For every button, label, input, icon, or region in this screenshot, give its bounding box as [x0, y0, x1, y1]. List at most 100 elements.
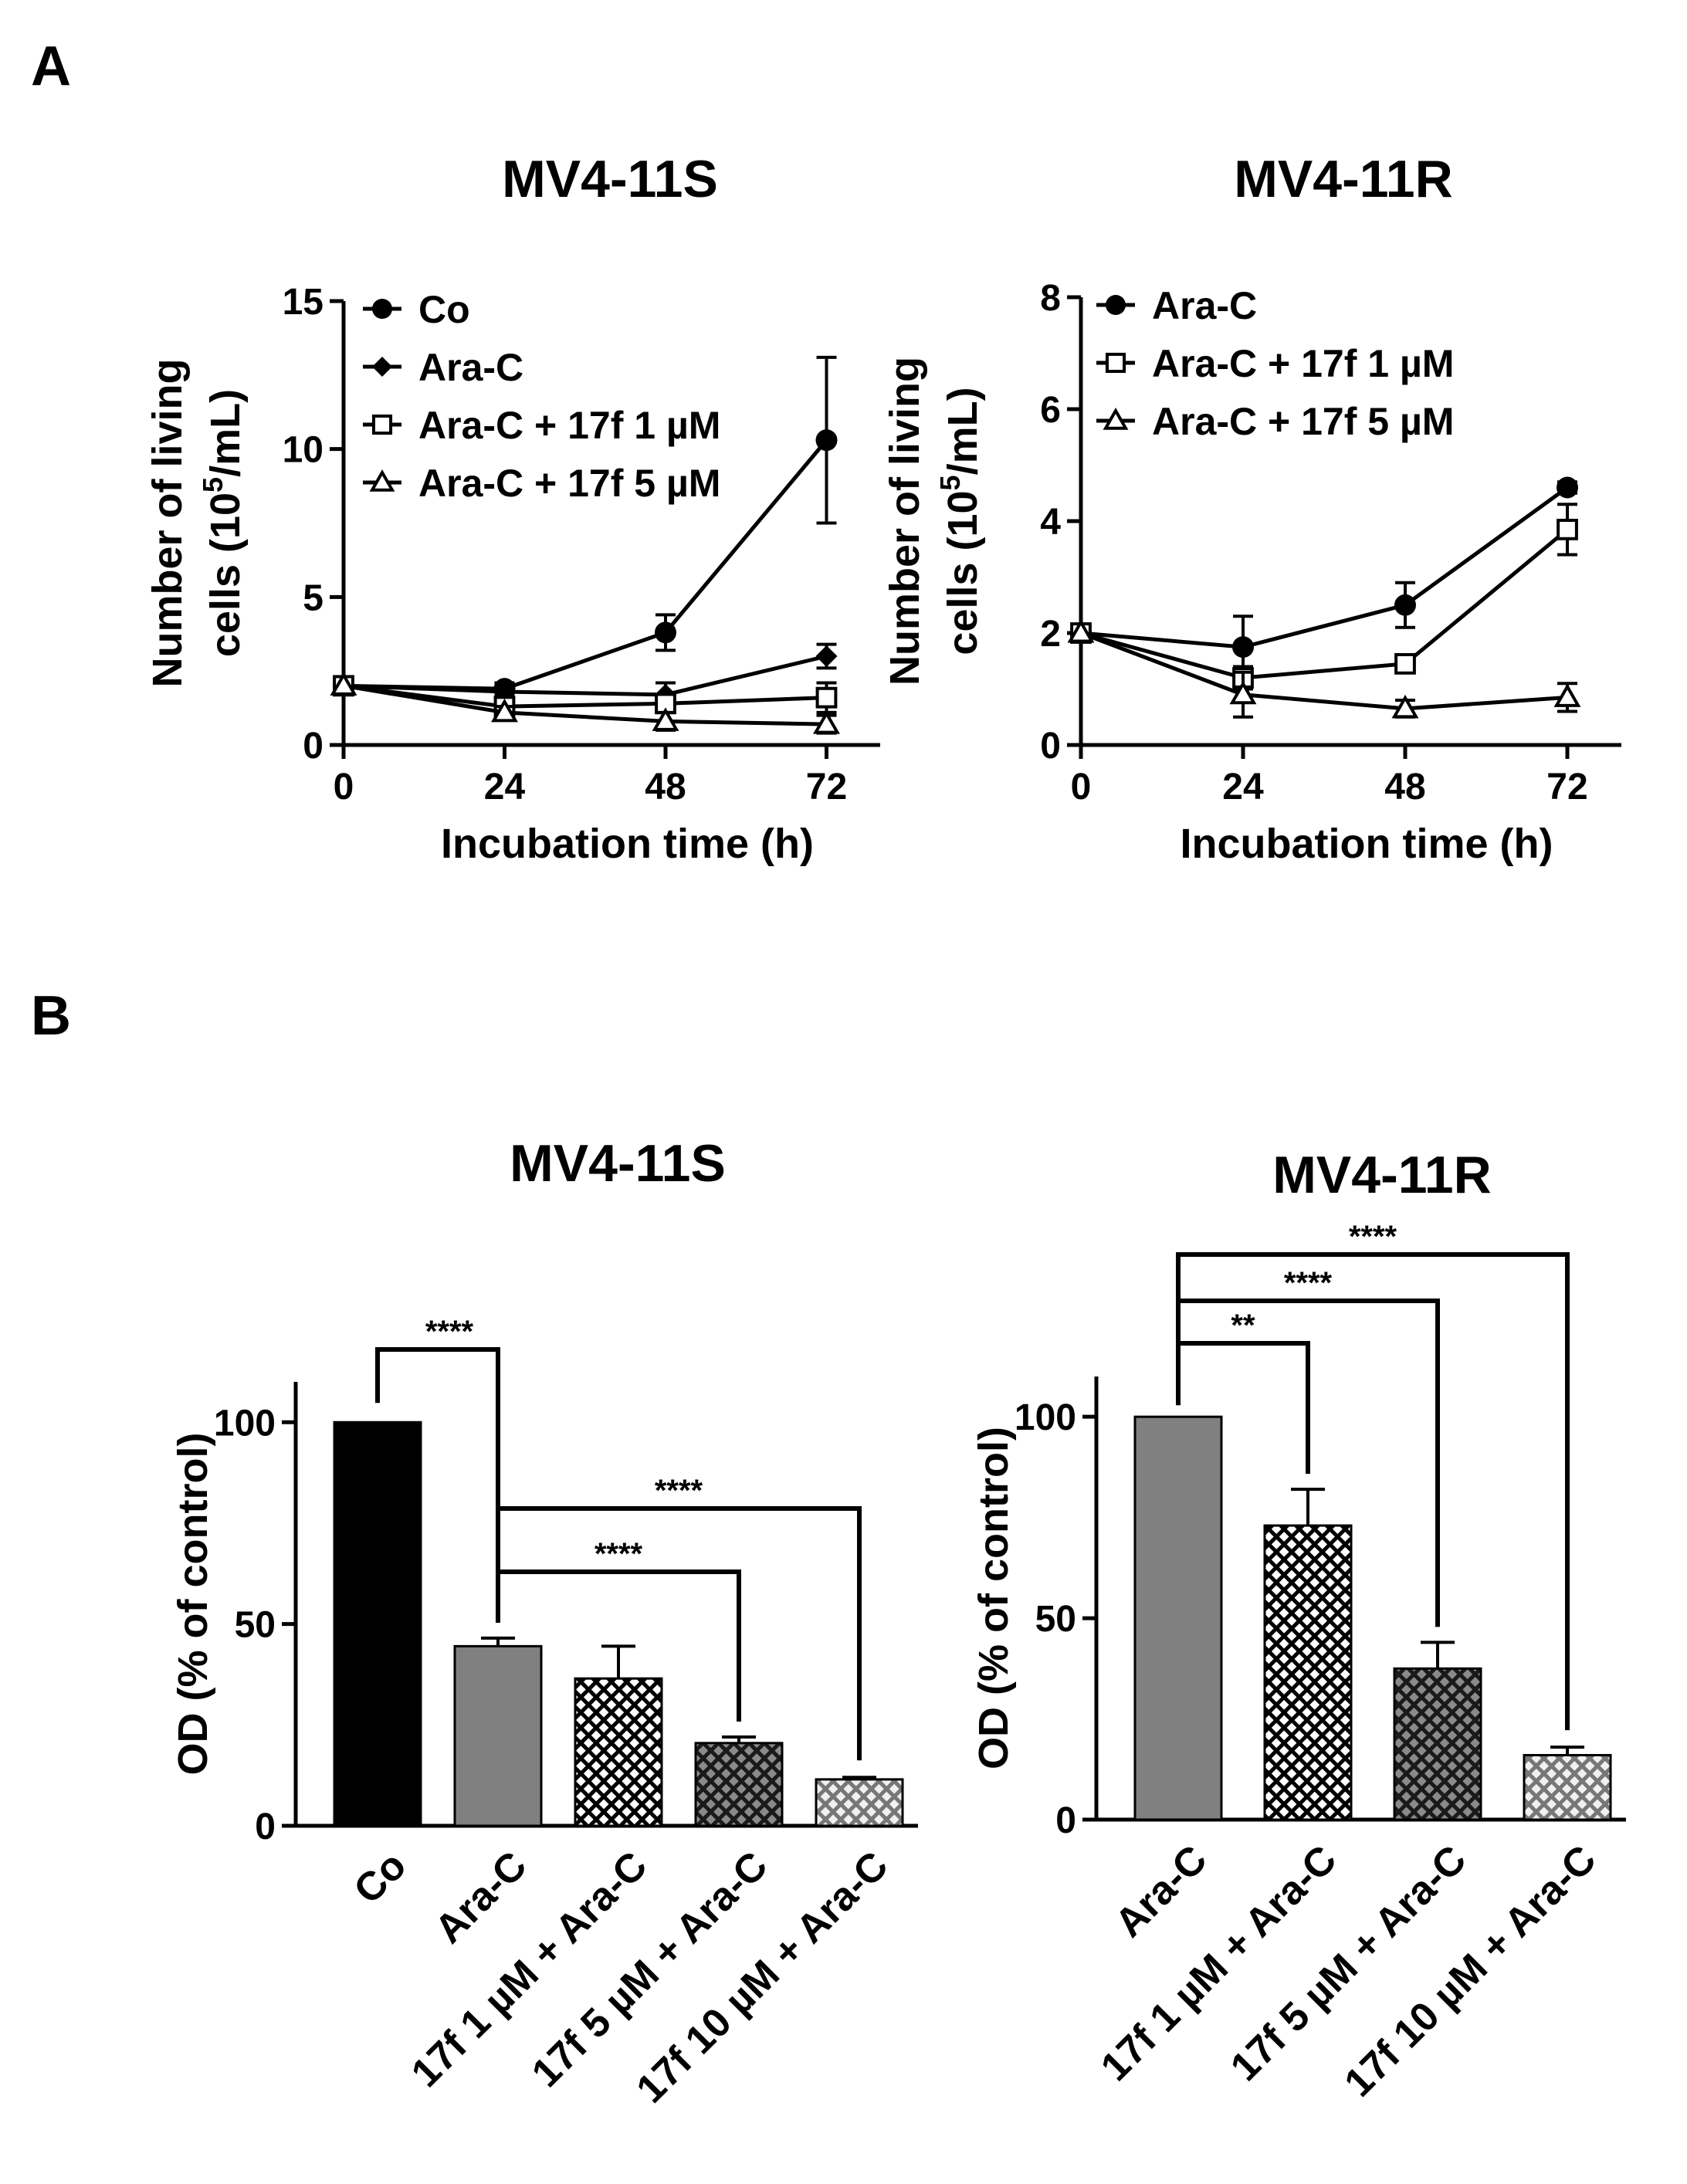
y-tick-label: 15 [283, 282, 324, 323]
y-label-unit: /mL) [202, 389, 249, 477]
x-axis-label: Incubation time (h) [441, 821, 814, 867]
legend-label: Ara-C + 17f 1 µM [418, 404, 720, 447]
data-point [813, 710, 840, 734]
series-ara-c [1070, 476, 1578, 679]
data-point [652, 707, 679, 731]
significance-bracket: **** [375, 1315, 500, 1623]
chart-title: MV4-11S [510, 1134, 726, 1193]
significance-label: **** [655, 1474, 703, 1508]
legend-label: Ara-C + 17f 1 µM [1152, 342, 1454, 385]
bracket-line [496, 1506, 862, 1761]
bar-ara-c [453, 1636, 543, 1827]
series-line [343, 683, 827, 709]
y-label-superscript: 5 [934, 475, 966, 490]
x-category-label: Ara-C [426, 1843, 535, 1952]
legend-item-co: Co [363, 288, 470, 331]
bar [815, 1778, 904, 1827]
bar [574, 1677, 663, 1827]
y-tick-label: 0 [1040, 726, 1061, 767]
y-axis-label: OD (% of control) [971, 1427, 1017, 1769]
x-tick-label: 24 [1222, 767, 1264, 808]
y-tick-label: 2 [1040, 614, 1061, 655]
y-label-superscript: 5 [197, 477, 229, 493]
significance-bracket: **** [496, 1474, 862, 1761]
y-label-unit: /mL) [940, 387, 986, 475]
data-point [1557, 518, 1578, 540]
data-point [815, 686, 838, 709]
y-tick-label: 10 [283, 430, 324, 471]
x-tick-label: 72 [806, 767, 847, 808]
y-label-text: cells (10 [202, 493, 249, 657]
legend-item-ara-c: Ara-C [363, 346, 523, 389]
bar [1523, 1754, 1612, 1821]
y-tick-label: 100 [1015, 1397, 1076, 1438]
data-point [1394, 652, 1416, 675]
legend-marker [372, 357, 392, 377]
data-point [1232, 636, 1254, 659]
x-axis-label: Incubation time (h) [1181, 821, 1553, 867]
series-line [343, 683, 827, 726]
y-axis-label-line1: Number of living [144, 358, 191, 687]
y-tick-label: 0 [1055, 1800, 1076, 1841]
significance-label: **** [1349, 1220, 1397, 1254]
significance-label: **** [1284, 1266, 1333, 1300]
bar [333, 1420, 422, 1827]
chart-title: MV4-11S [502, 150, 718, 208]
y-label-text: cells (10 [940, 490, 986, 655]
data-point [1394, 594, 1416, 616]
data-point [1067, 618, 1095, 643]
y-tick-label: 50 [235, 1605, 276, 1646]
bar-17f-5-m-ara-c [694, 1735, 784, 1827]
y-tick-label: 4 [1040, 502, 1061, 543]
legend-item-ara-c-17f-5-m: Ara-C + 17f 5 µM [363, 462, 720, 505]
bar-ara-c [1133, 1415, 1223, 1821]
legend-item-ara-c-17f-5-m: Ara-C + 17f 5 µM [1096, 400, 1454, 443]
data-point [815, 429, 838, 452]
y-tick-label: 0 [255, 1806, 276, 1847]
significance-label: ** [1231, 1309, 1255, 1343]
bar-co [333, 1420, 422, 1827]
legend-marker [369, 469, 395, 492]
bar [453, 1644, 543, 1827]
data-point [1391, 694, 1419, 719]
y-tick-label: 100 [214, 1403, 276, 1444]
legend-marker [1103, 407, 1129, 430]
chart-title: MV4-11R [1234, 150, 1452, 208]
chart-title: MV4-11R [1272, 1146, 1491, 1204]
y-tick-label: 6 [1040, 390, 1061, 431]
x-category-label: Co [345, 1843, 415, 1912]
bar-17f-5-m-ara-c [1393, 1641, 1482, 1821]
bar-17f-10-m-ara-c [815, 1776, 904, 1827]
data-point [1229, 680, 1257, 705]
legend-marker [372, 299, 392, 319]
data-point [815, 645, 838, 667]
y-axis-label-line2: cells (105/mL) [934, 387, 986, 655]
x-tick-label: 24 [484, 767, 526, 808]
x-category-label: 17f 10 µM + Ara-C [1336, 1837, 1605, 2105]
legend-label: Ara-C [1152, 284, 1257, 327]
data-point [1557, 476, 1578, 499]
significance-bracket: **** [1176, 1220, 1570, 1731]
legend-label: Ara-C + 17f 5 µM [418, 462, 720, 505]
series-ara-c-17f-5-m [330, 672, 840, 735]
significance-label: **** [595, 1537, 643, 1571]
legend-marker [1105, 352, 1126, 374]
y-axis-label-line2: cells (105/mL) [197, 389, 249, 657]
data-point [330, 672, 357, 696]
legend-item-ara-c-17f-1-m: Ara-C + 17f 1 µM [363, 404, 720, 447]
significance-label: **** [425, 1315, 474, 1349]
legend-label: Ara-C [418, 346, 523, 389]
bar [1263, 1524, 1353, 1821]
panel-label-b: B [31, 985, 71, 1047]
series-line [343, 654, 828, 697]
series-line [1080, 527, 1569, 680]
legend-label: Ara-C + 17f 5 µM [1152, 400, 1454, 443]
data-point [655, 621, 676, 644]
line-chart-mv4-11s: MV4-11S 0 5 10 15 0 24 48 72 Incubation time (h) N… [144, 150, 880, 867]
series-ara-c-17f-1-m [1070, 503, 1578, 691]
x-tick-label: 48 [1384, 767, 1425, 808]
data-point [1553, 683, 1581, 707]
